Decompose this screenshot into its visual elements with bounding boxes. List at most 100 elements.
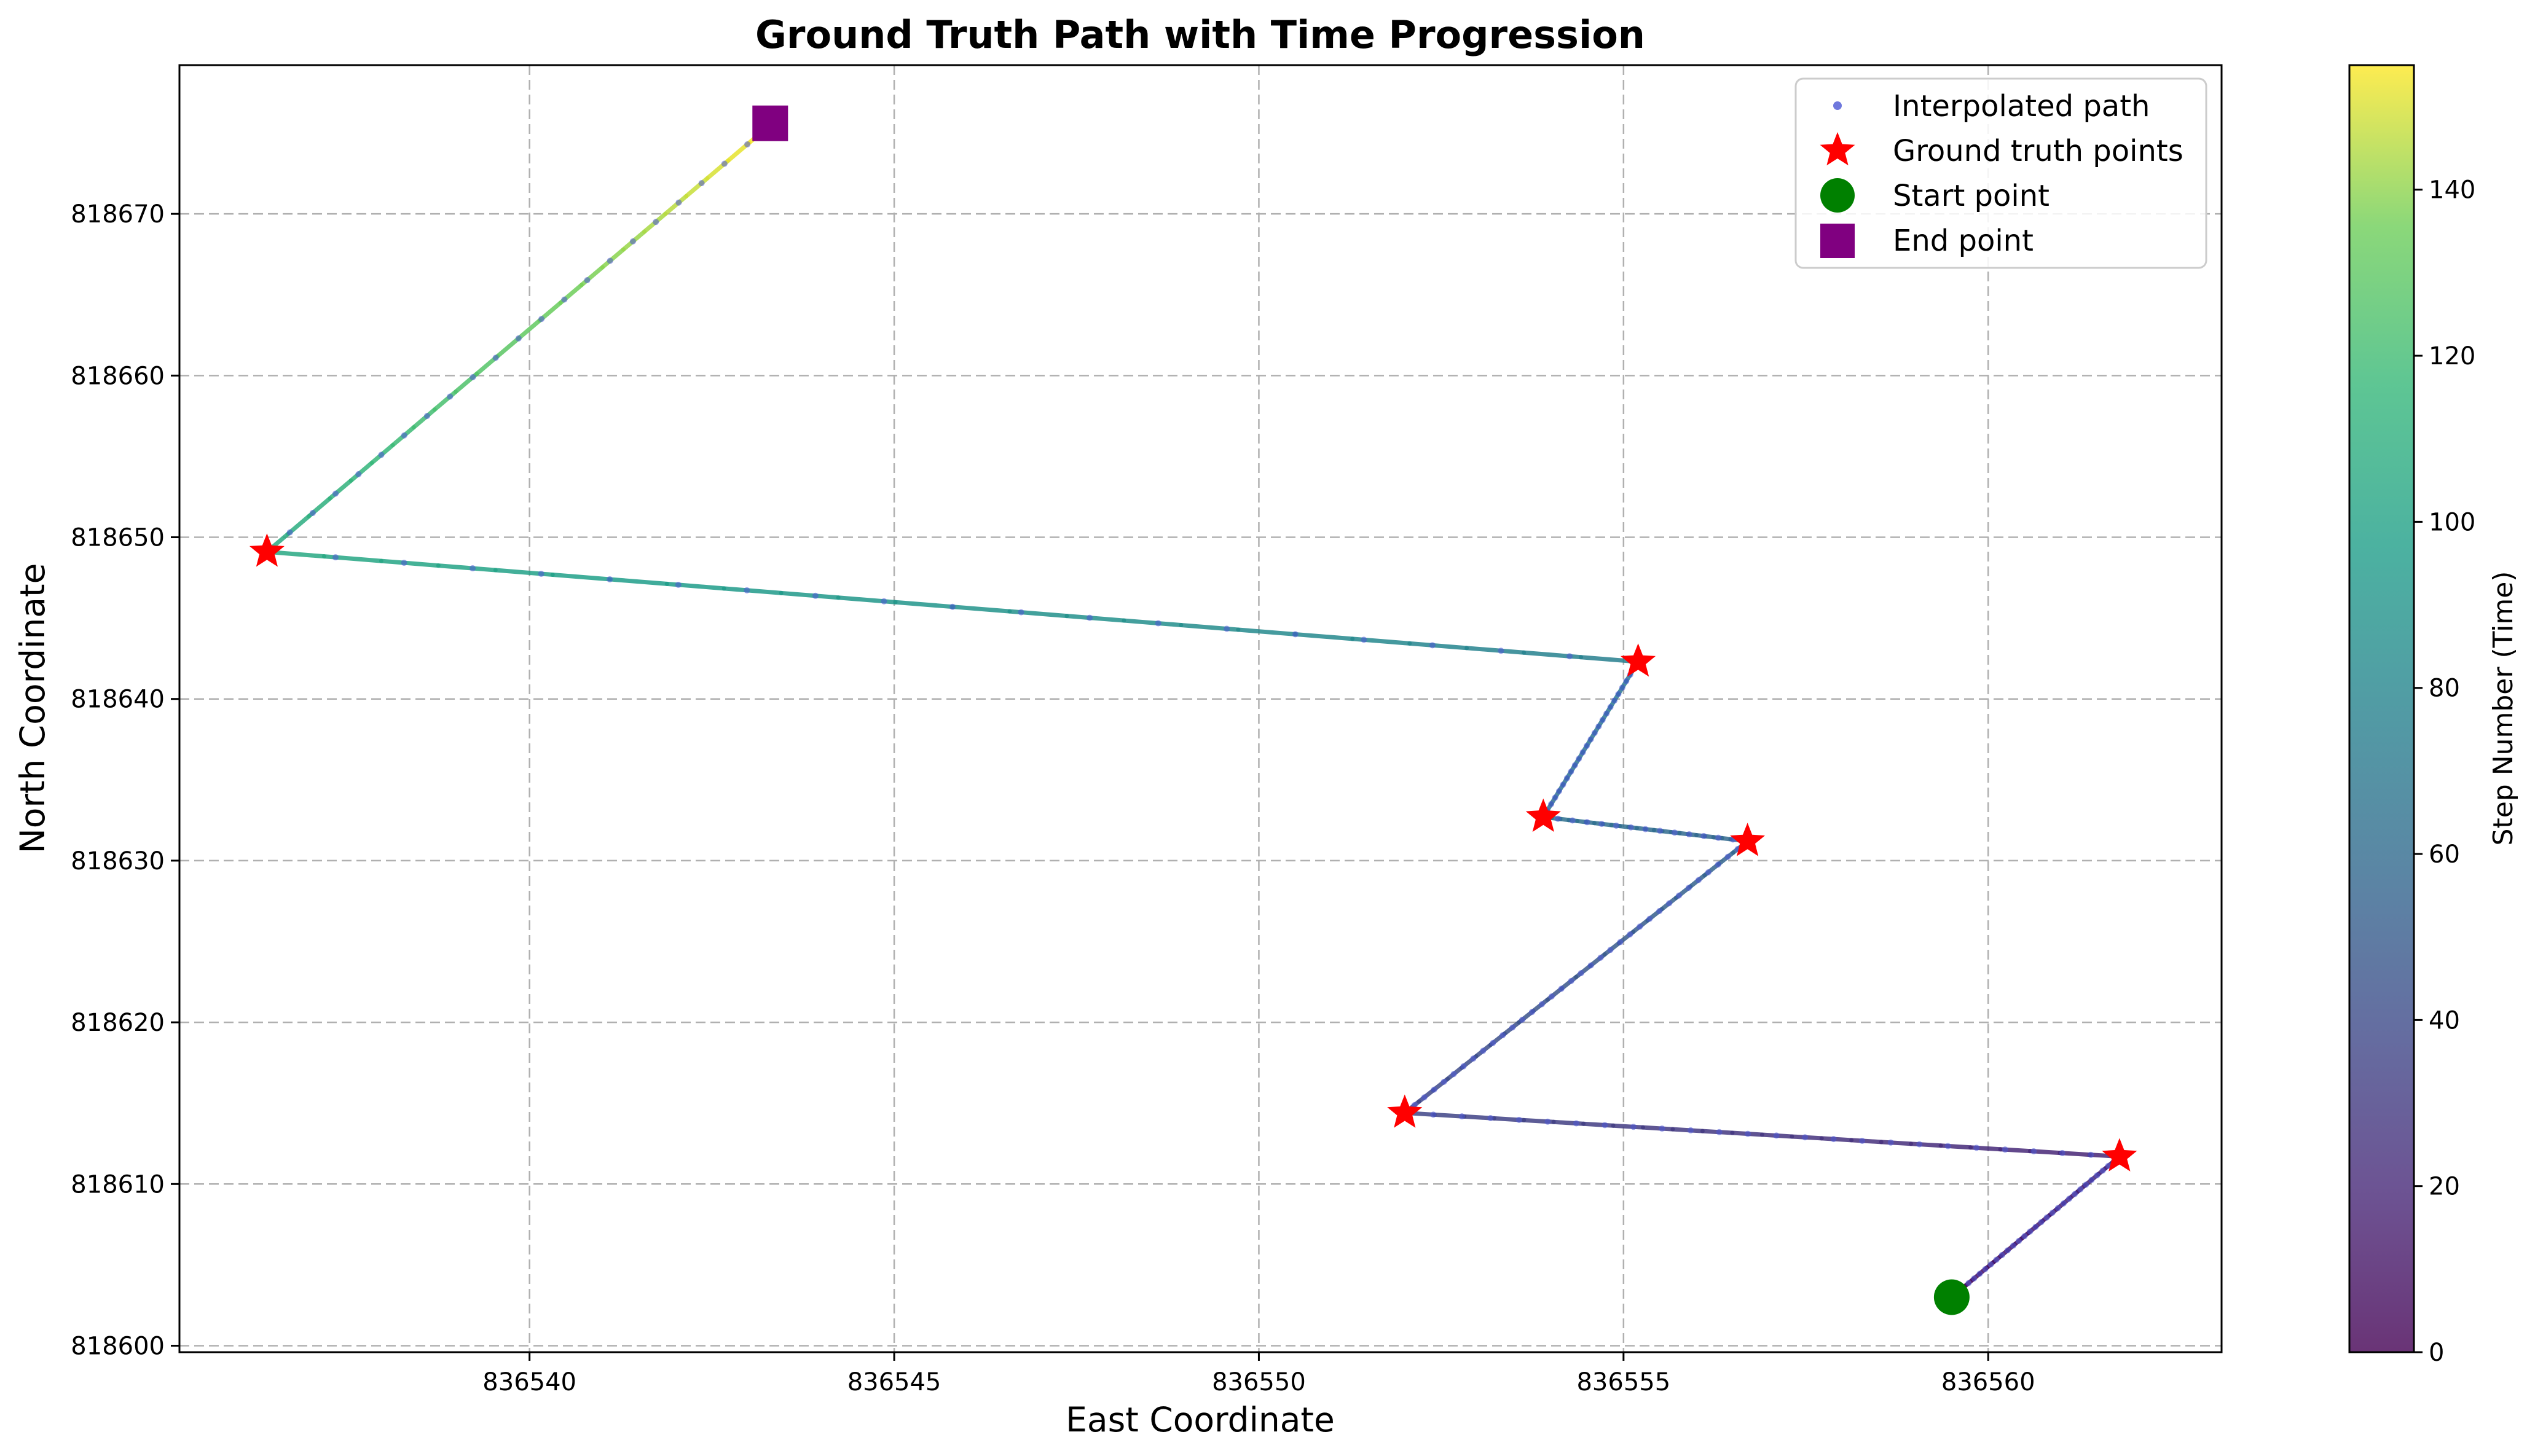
interpolated-point — [744, 587, 750, 593]
path-segment — [684, 176, 710, 198]
interpolated-point — [675, 199, 682, 206]
ground-truth-point — [1525, 798, 1561, 832]
interpolated-point — [1576, 756, 1582, 762]
interpolated-point — [1591, 729, 1598, 736]
interpolated-point — [1637, 923, 1643, 930]
interpolated-point — [401, 560, 407, 566]
interpolated-point — [332, 554, 339, 561]
path-segment — [607, 577, 669, 586]
interpolated-point — [2002, 1146, 2008, 1153]
colorbar-tick-label: 20 — [2429, 1173, 2460, 1201]
interpolated-point — [2072, 1191, 2078, 1197]
interpolated-point — [515, 335, 522, 342]
y-tick-label: 818650 — [71, 524, 165, 552]
path-segment — [1464, 646, 1527, 655]
interpolated-point — [1987, 1261, 1994, 1268]
legend-end-marker — [1820, 224, 1855, 258]
interpolated-point — [1745, 1130, 1751, 1137]
interpolated-point — [2054, 1205, 2061, 1211]
interpolated-point — [1584, 819, 1590, 826]
interpolated-point — [1602, 1122, 1608, 1129]
x-tick-label: 836540 — [482, 1368, 576, 1396]
interpolated-point — [1607, 703, 1614, 710]
path-segment — [516, 318, 542, 341]
legend-start-label: Start point — [1893, 179, 2050, 213]
interpolated-point — [1470, 1055, 1477, 1062]
interpolated-point — [1646, 915, 1653, 922]
interpolated-point — [2060, 1200, 2067, 1207]
interpolated-point — [584, 277, 591, 284]
interpolated-point — [1615, 691, 1622, 697]
interpolated-point — [1617, 939, 1624, 945]
interpolated-point — [401, 432, 407, 439]
path-segment — [893, 600, 955, 609]
y-axis-label: North Coordinate — [13, 563, 52, 854]
interpolated-point — [1666, 900, 1673, 907]
interpolated-point — [1566, 653, 1573, 660]
y-tick-label: 818660 — [71, 362, 165, 390]
interpolated-point — [2027, 1228, 2034, 1235]
interpolated-point — [1982, 1266, 1989, 1272]
ground-truth-point — [249, 533, 285, 567]
interpolated-point — [2077, 1186, 2084, 1192]
interpolated-point — [538, 570, 544, 577]
interpolated-point — [1802, 1134, 1809, 1141]
path-segment — [1879, 1140, 1914, 1146]
interpolated-point — [1630, 1124, 1637, 1130]
x-axis-label: East Coordinate — [1066, 1400, 1335, 1439]
path-segment — [495, 336, 521, 359]
interpolated-point — [1292, 631, 1299, 638]
path-segment — [1581, 1121, 1616, 1128]
interpolated-point — [1563, 775, 1570, 781]
interpolated-point — [2099, 1167, 2106, 1174]
interpolated-point — [1965, 1280, 1972, 1286]
interpolated-point — [1431, 1086, 1437, 1093]
interpolated-point — [286, 529, 293, 536]
interpolated-point — [607, 257, 613, 264]
colorbar-tick-label: 120 — [2429, 342, 2475, 370]
interpolated-point — [1568, 769, 1574, 775]
interpolated-point — [1515, 1116, 1522, 1123]
interpolated-point — [607, 576, 613, 582]
legend-start-marker — [1820, 178, 1855, 213]
x-tick-label: 836550 — [1212, 1368, 1306, 1396]
interpolated-point — [1460, 1063, 1467, 1070]
interpolated-point — [1155, 620, 1161, 627]
y-tick-label: 818640 — [71, 686, 165, 714]
path-segment — [1293, 632, 1355, 641]
interpolated-point — [1558, 985, 1565, 992]
interpolated-point — [1724, 853, 1731, 860]
end-point — [752, 105, 788, 141]
interpolated-point — [1224, 625, 1230, 632]
interpolated-point — [2059, 1149, 2065, 1156]
interpolated-point — [1560, 781, 1566, 788]
interpolated-point — [1499, 1032, 1506, 1039]
interpolated-point — [1490, 1039, 1496, 1046]
interpolated-point — [2004, 1247, 2011, 1254]
interpolated-points-layer — [264, 141, 2123, 1301]
interpolated-point — [2088, 1151, 2094, 1158]
interpolated-point — [447, 393, 454, 400]
interpolated-point — [1611, 697, 1618, 704]
interpolated-point — [1450, 1071, 1457, 1078]
y-tick-label: 818600 — [71, 1332, 165, 1360]
interpolated-point — [1613, 822, 1619, 829]
interpolated-point — [561, 296, 568, 303]
legend: Interpolated path Ground truth points St… — [1794, 77, 2207, 269]
interpolated-point — [721, 160, 728, 167]
colorbar-tick-label: 80 — [2429, 675, 2460, 703]
interpolated-point — [949, 603, 956, 610]
interpolated-point — [1688, 1127, 1694, 1133]
interpolated-point — [1556, 788, 1563, 794]
interpolated-point — [2016, 1237, 2022, 1244]
interpolated-point — [1686, 831, 1692, 838]
interpolated-point — [2010, 1242, 2016, 1249]
interpolated-point — [1973, 1145, 1980, 1151]
interpolated-point — [1555, 815, 1562, 822]
interpolated-point — [538, 316, 545, 323]
x-tick-label: 836545 — [847, 1368, 941, 1396]
ground-truth-point — [1730, 823, 1766, 856]
interpolated-point — [1642, 826, 1649, 832]
interpolated-point — [1887, 1139, 1894, 1146]
interpolated-point — [355, 471, 362, 477]
